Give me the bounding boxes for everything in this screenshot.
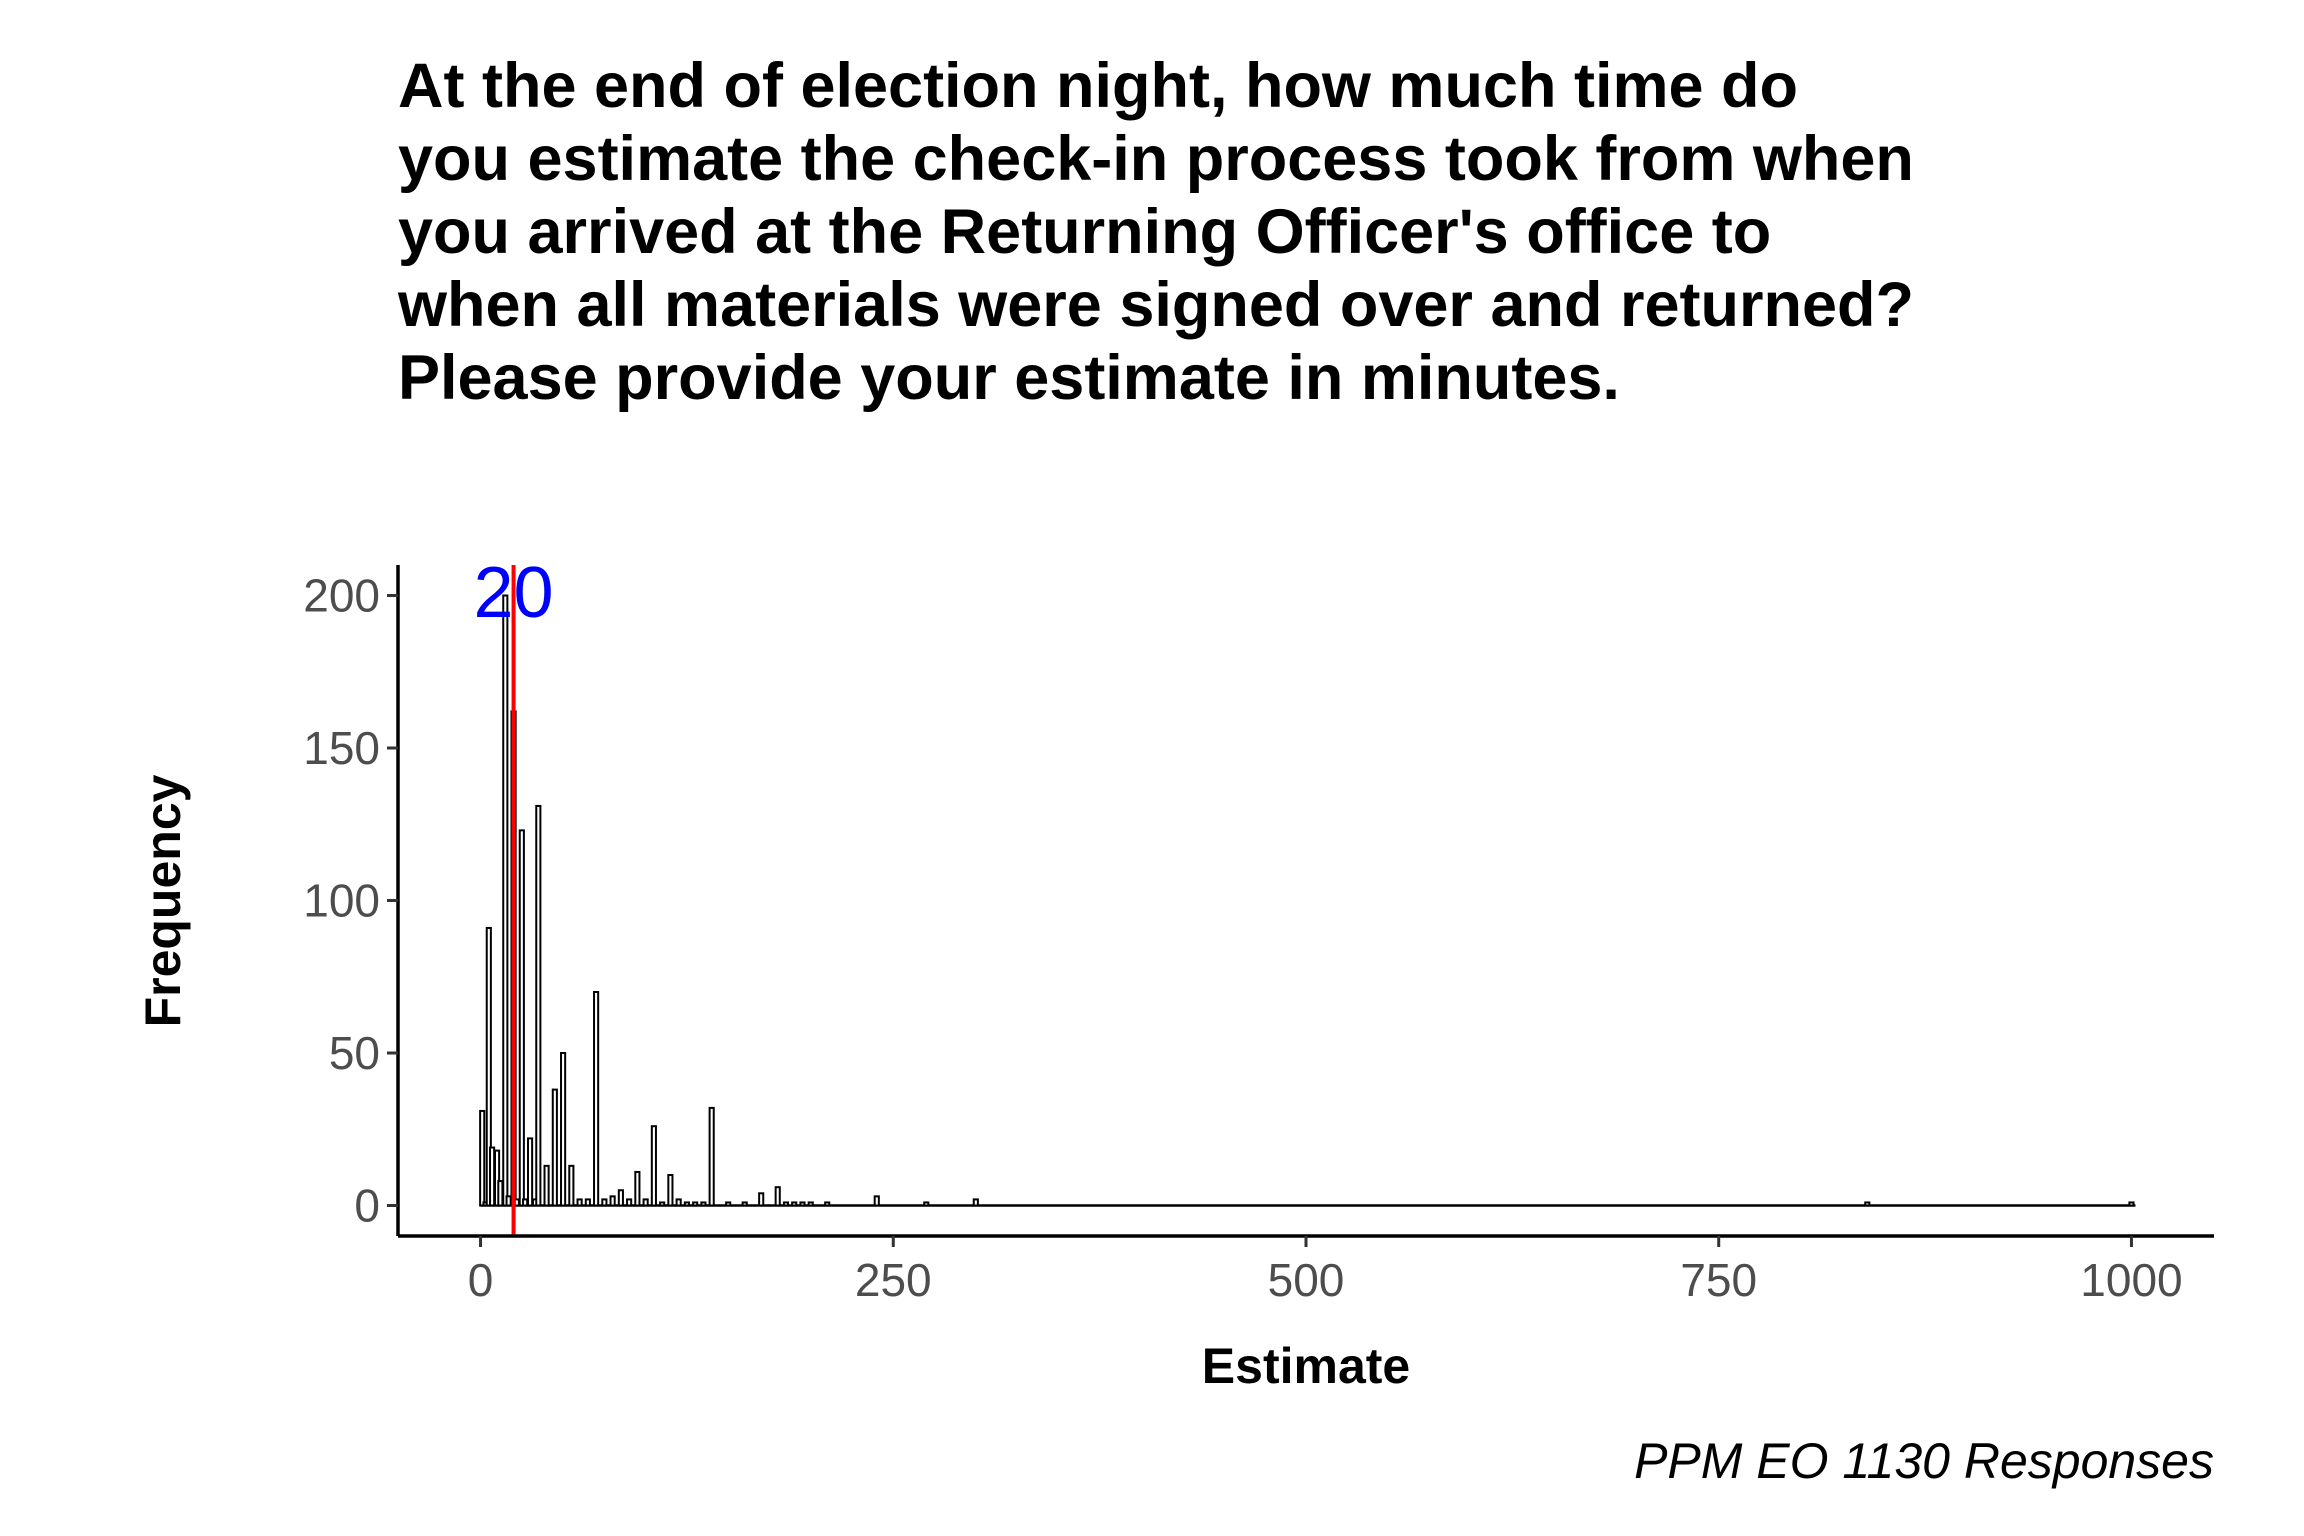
histogram-bar bbox=[824, 1201, 831, 1207]
title-line-1: At the end of election night, how much t… bbox=[398, 51, 1798, 121]
histogram-bar bbox=[502, 594, 509, 1207]
histogram-bar bbox=[518, 829, 525, 1207]
histogram-bar bbox=[593, 991, 600, 1207]
histogram-bar bbox=[700, 1201, 707, 1207]
histogram-bar bbox=[725, 1201, 732, 1207]
x-tick-label: 250 bbox=[855, 1254, 932, 1306]
histogram-bar bbox=[634, 1170, 641, 1207]
histogram-bar bbox=[791, 1201, 798, 1207]
histogram-bar bbox=[617, 1189, 624, 1207]
histogram-bar bbox=[1864, 1201, 1871, 1207]
title-line-3: you arrived at the Returning Officer's o… bbox=[398, 197, 1771, 267]
histogram-bar bbox=[505, 1195, 512, 1207]
title-line-5: Please provide your estimate in minutes. bbox=[398, 343, 1620, 413]
reference-line-group: 20 bbox=[474, 553, 554, 1236]
histogram-bar bbox=[535, 804, 542, 1207]
histogram-bar bbox=[576, 1198, 583, 1207]
y-tick-label: 50 bbox=[329, 1027, 380, 1079]
histogram-bar bbox=[807, 1201, 814, 1207]
histogram-bar bbox=[493, 1149, 501, 1207]
histogram-bar bbox=[799, 1201, 806, 1207]
histogram-bar bbox=[626, 1198, 633, 1207]
x-tick-label: 1000 bbox=[2080, 1254, 2182, 1306]
histogram-bars bbox=[479, 594, 2136, 1207]
histogram-bar bbox=[782, 1201, 790, 1207]
histogram-bar bbox=[584, 1198, 591, 1207]
histogram-bar bbox=[568, 1164, 575, 1207]
histogram-bar bbox=[650, 1125, 657, 1207]
histogram-bar bbox=[774, 1186, 781, 1207]
x-tick-label: 0 bbox=[468, 1254, 494, 1306]
histogram-bar bbox=[692, 1201, 699, 1207]
histogram-bar bbox=[708, 1106, 715, 1207]
y-axis-title: Frequency bbox=[135, 774, 191, 1027]
histogram-bar bbox=[972, 1198, 979, 1207]
histogram-bar bbox=[642, 1198, 649, 1207]
histogram-bar bbox=[527, 1137, 534, 1207]
median-label: 20 bbox=[474, 553, 554, 633]
histogram-bar bbox=[2128, 1201, 2135, 1207]
x-tick-label: 750 bbox=[1680, 1254, 1757, 1306]
y-tick-label: 100 bbox=[303, 875, 380, 927]
histogram-bar bbox=[489, 1146, 496, 1207]
y-tick-label: 0 bbox=[354, 1180, 380, 1232]
histogram-bar bbox=[551, 1088, 558, 1207]
histogram-bar bbox=[667, 1174, 674, 1207]
histogram-bar bbox=[675, 1198, 682, 1207]
chart-caption: PPM EO 1130 Responses bbox=[1634, 1433, 2214, 1489]
histogram-bar bbox=[543, 1164, 550, 1207]
histogram-bar bbox=[923, 1201, 930, 1207]
histogram-bar bbox=[659, 1201, 666, 1207]
histogram-bar bbox=[485, 926, 492, 1207]
y-tick-label: 150 bbox=[303, 722, 380, 774]
y-axis-ticks: 0 50 100 150 200 bbox=[303, 570, 398, 1232]
histogram-bar bbox=[479, 1109, 486, 1207]
x-tick-label: 500 bbox=[1268, 1254, 1345, 1306]
title-line-2: you estimate the check-in process took f… bbox=[398, 124, 1914, 194]
title-line-4: when all materials were signed over and … bbox=[397, 270, 1914, 340]
histogram-bar bbox=[522, 1198, 529, 1207]
histogram-bar bbox=[873, 1195, 880, 1207]
x-axis-ticks: 0 250 500 750 1000 bbox=[468, 1236, 2183, 1306]
histogram-bar bbox=[497, 1180, 504, 1207]
chart-title: At the end of election night, how much t… bbox=[397, 51, 1914, 413]
histogram-bar bbox=[560, 1052, 567, 1207]
y-tick-label: 200 bbox=[303, 570, 380, 622]
histogram-bar bbox=[609, 1195, 616, 1207]
histogram-bar bbox=[741, 1201, 748, 1207]
histogram-bar bbox=[758, 1192, 765, 1207]
histogram-bar bbox=[683, 1201, 690, 1207]
x-axis-title: Estimate bbox=[1202, 1338, 1410, 1394]
histogram-bar bbox=[601, 1198, 608, 1207]
